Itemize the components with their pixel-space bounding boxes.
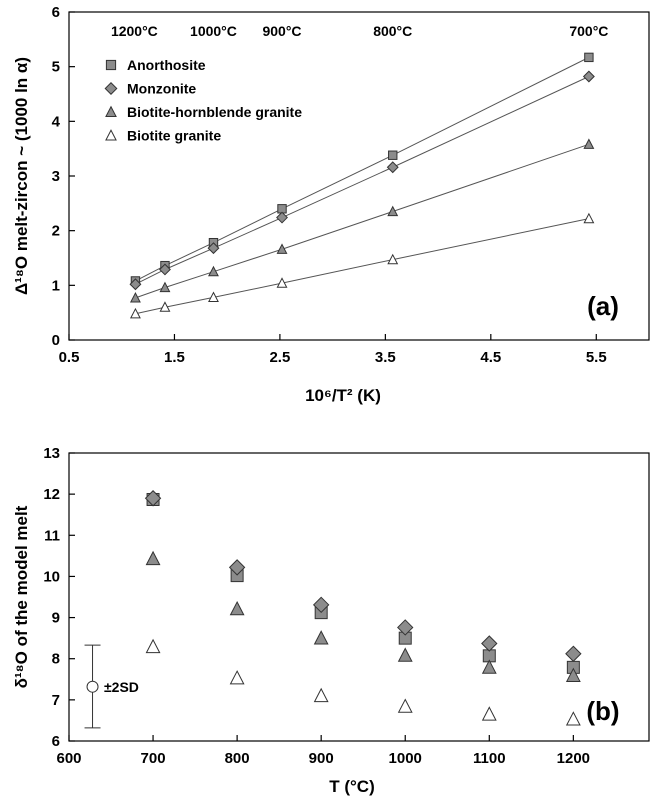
panel-b-x-tick-label: 1000 bbox=[389, 750, 422, 767]
data-point-diamond bbox=[481, 635, 498, 652]
series-line-triangle-open bbox=[135, 218, 589, 315]
data-point-triangle-open bbox=[159, 301, 171, 312]
data-point-triangle bbox=[129, 291, 141, 303]
panel-b-y-tick-label: 12 bbox=[43, 486, 60, 503]
panel-a-y-tick-label: 4 bbox=[52, 113, 61, 130]
data-point-diamond bbox=[129, 278, 142, 291]
data-point-triangle-open bbox=[276, 277, 288, 288]
panel-a-y-tick-label: 3 bbox=[52, 168, 60, 185]
panel-a-x-axis-label: 10⁶/T² (K) bbox=[305, 386, 381, 405]
panel-a-x-tick-label: 0.5 bbox=[59, 349, 80, 366]
data-point-diamond bbox=[144, 490, 162, 507]
legend-label: Biotite granite bbox=[127, 128, 221, 144]
panel-b-y-tick-label: 13 bbox=[43, 445, 60, 462]
panel-b-y-tick-label: 10 bbox=[43, 568, 60, 585]
series-line-diamond bbox=[135, 76, 590, 285]
panel-a-x-tick-label: 3.5 bbox=[375, 349, 396, 366]
data-point-diamond bbox=[386, 161, 399, 174]
panel-a-x-tick-label: 4.5 bbox=[480, 349, 501, 366]
panel-b-x-tick-label: 700 bbox=[141, 750, 166, 767]
data-point-diamond bbox=[207, 242, 220, 255]
panel-a-label: (a) bbox=[587, 291, 619, 321]
temperature-label: 700°C bbox=[569, 23, 608, 39]
panel-b-x-axis-label: T (°C) bbox=[329, 777, 375, 796]
temperature-label: 1200°C bbox=[111, 23, 158, 39]
data-point-triangle bbox=[229, 600, 245, 616]
data-point-diamond bbox=[312, 596, 330, 614]
panel-b-y-axis-label: δ¹⁸O of the model melt bbox=[12, 505, 31, 688]
series-line-square bbox=[135, 56, 590, 282]
data-point-square bbox=[388, 150, 398, 160]
legend-marker-triangle bbox=[105, 105, 117, 117]
panel-a-x-tick-label: 5.5 bbox=[586, 349, 607, 366]
error-bar-label: ±2SD bbox=[104, 679, 139, 695]
panel-a-marks: 0.5 1.5 2.5 3.5 4.5 5.5 0 1 2 3 4 5 6 1200°C 1000°C 900… bbox=[52, 4, 650, 366]
panel-a-legend: Anorthosite Monzonite Biotite-hornblende g… bbox=[104, 57, 302, 144]
legend-marker-square bbox=[105, 59, 117, 71]
panel-a-y-tick-label: 0 bbox=[52, 332, 60, 349]
data-point-triangle bbox=[159, 281, 171, 293]
data-point-square bbox=[584, 52, 594, 63]
panel-b-x-tick-label: 600 bbox=[56, 750, 81, 767]
data-point-diamond bbox=[276, 211, 288, 224]
data-point-diamond bbox=[228, 559, 246, 576]
legend-marker-diamond bbox=[104, 82, 118, 95]
legend-label: Monzonite bbox=[127, 81, 196, 97]
panel-b-y-tick-label: 8 bbox=[52, 651, 60, 668]
panel-b-x-tick-label: 800 bbox=[225, 750, 250, 767]
data-point-triangle-open bbox=[481, 706, 497, 721]
panel-b-marks: 600 700 800 900 1000 1100 1200 6 7 8 9 10 11 12 13 bbox=[43, 445, 650, 767]
data-point-triangle-open bbox=[583, 212, 595, 224]
data-point-triangle bbox=[565, 667, 581, 682]
panel-a-y-axis-label: Δ¹⁸O melt-zircon ~ (1000 ln α) bbox=[12, 57, 31, 295]
panel-b-plot-frame bbox=[68, 452, 650, 742]
panel-a-x-tick-label: 1.5 bbox=[164, 349, 185, 366]
panel-b-y-tick-label: 7 bbox=[52, 692, 60, 709]
error-bar-point bbox=[86, 680, 99, 693]
panel-a-y-tick-label: 6 bbox=[52, 4, 60, 21]
data-point-diamond bbox=[565, 645, 582, 662]
data-point-triangle-open bbox=[397, 698, 413, 713]
temperature-label: 1000°C bbox=[190, 23, 237, 39]
temperature-label: 900°C bbox=[262, 23, 301, 39]
data-point-diamond bbox=[397, 619, 414, 636]
panel-b-x-tick-label: 1200 bbox=[557, 750, 590, 767]
panel-b-x-tick-label: 900 bbox=[309, 750, 334, 767]
data-point-triangle bbox=[397, 647, 413, 662]
data-point-triangle bbox=[276, 243, 288, 254]
legend-marker-triangle-open bbox=[105, 129, 117, 141]
chart-panel-b: 600 700 800 900 1000 1100 1200 6 7 8 9 10 11 12 13 (b)… bbox=[12, 445, 650, 796]
data-point-triangle bbox=[481, 659, 497, 674]
data-point-triangle bbox=[583, 138, 595, 149]
legend-label: Anorthosite bbox=[127, 57, 206, 73]
panel-b-y-tick-label: 9 bbox=[52, 610, 60, 627]
data-point-triangle-open bbox=[229, 670, 245, 685]
temperature-label: 800°C bbox=[373, 23, 412, 39]
panel-a-y-tick-label: 2 bbox=[52, 223, 60, 240]
panel-a-y-tick-label: 1 bbox=[52, 277, 60, 294]
panel-a-x-tick-label: 2.5 bbox=[269, 349, 290, 366]
panel-b-label: (b) bbox=[586, 696, 619, 726]
data-point-triangle-open bbox=[387, 253, 399, 265]
series-line-triangle bbox=[135, 143, 590, 299]
panel-a-y-tick-label: 5 bbox=[52, 59, 60, 76]
data-point-triangle-open bbox=[145, 638, 161, 654]
data-point-triangle bbox=[145, 550, 161, 566]
legend-label: Biotite-hornblende granite bbox=[127, 104, 302, 120]
chart-panel-a: 0.5 1.5 2.5 3.5 4.5 5.5 0 1 2 3 4 5 6 1200°C 1000°C 900… bbox=[12, 4, 650, 405]
panel-b-y-tick-label: 6 bbox=[52, 733, 60, 750]
panel-b-x-tick-label: 1100 bbox=[473, 750, 506, 767]
data-point-triangle bbox=[387, 205, 399, 217]
data-point-triangle-open bbox=[208, 291, 219, 302]
data-point-diamond bbox=[582, 70, 595, 83]
data-point-diamond bbox=[159, 263, 171, 276]
panel-b-y-tick-label: 11 bbox=[44, 527, 60, 544]
data-point-triangle-open bbox=[565, 711, 581, 726]
data-point-triangle-open bbox=[129, 307, 141, 319]
data-point-triangle bbox=[208, 265, 219, 277]
data-point-triangle-open bbox=[313, 687, 329, 703]
data-point-triangle bbox=[313, 630, 329, 645]
